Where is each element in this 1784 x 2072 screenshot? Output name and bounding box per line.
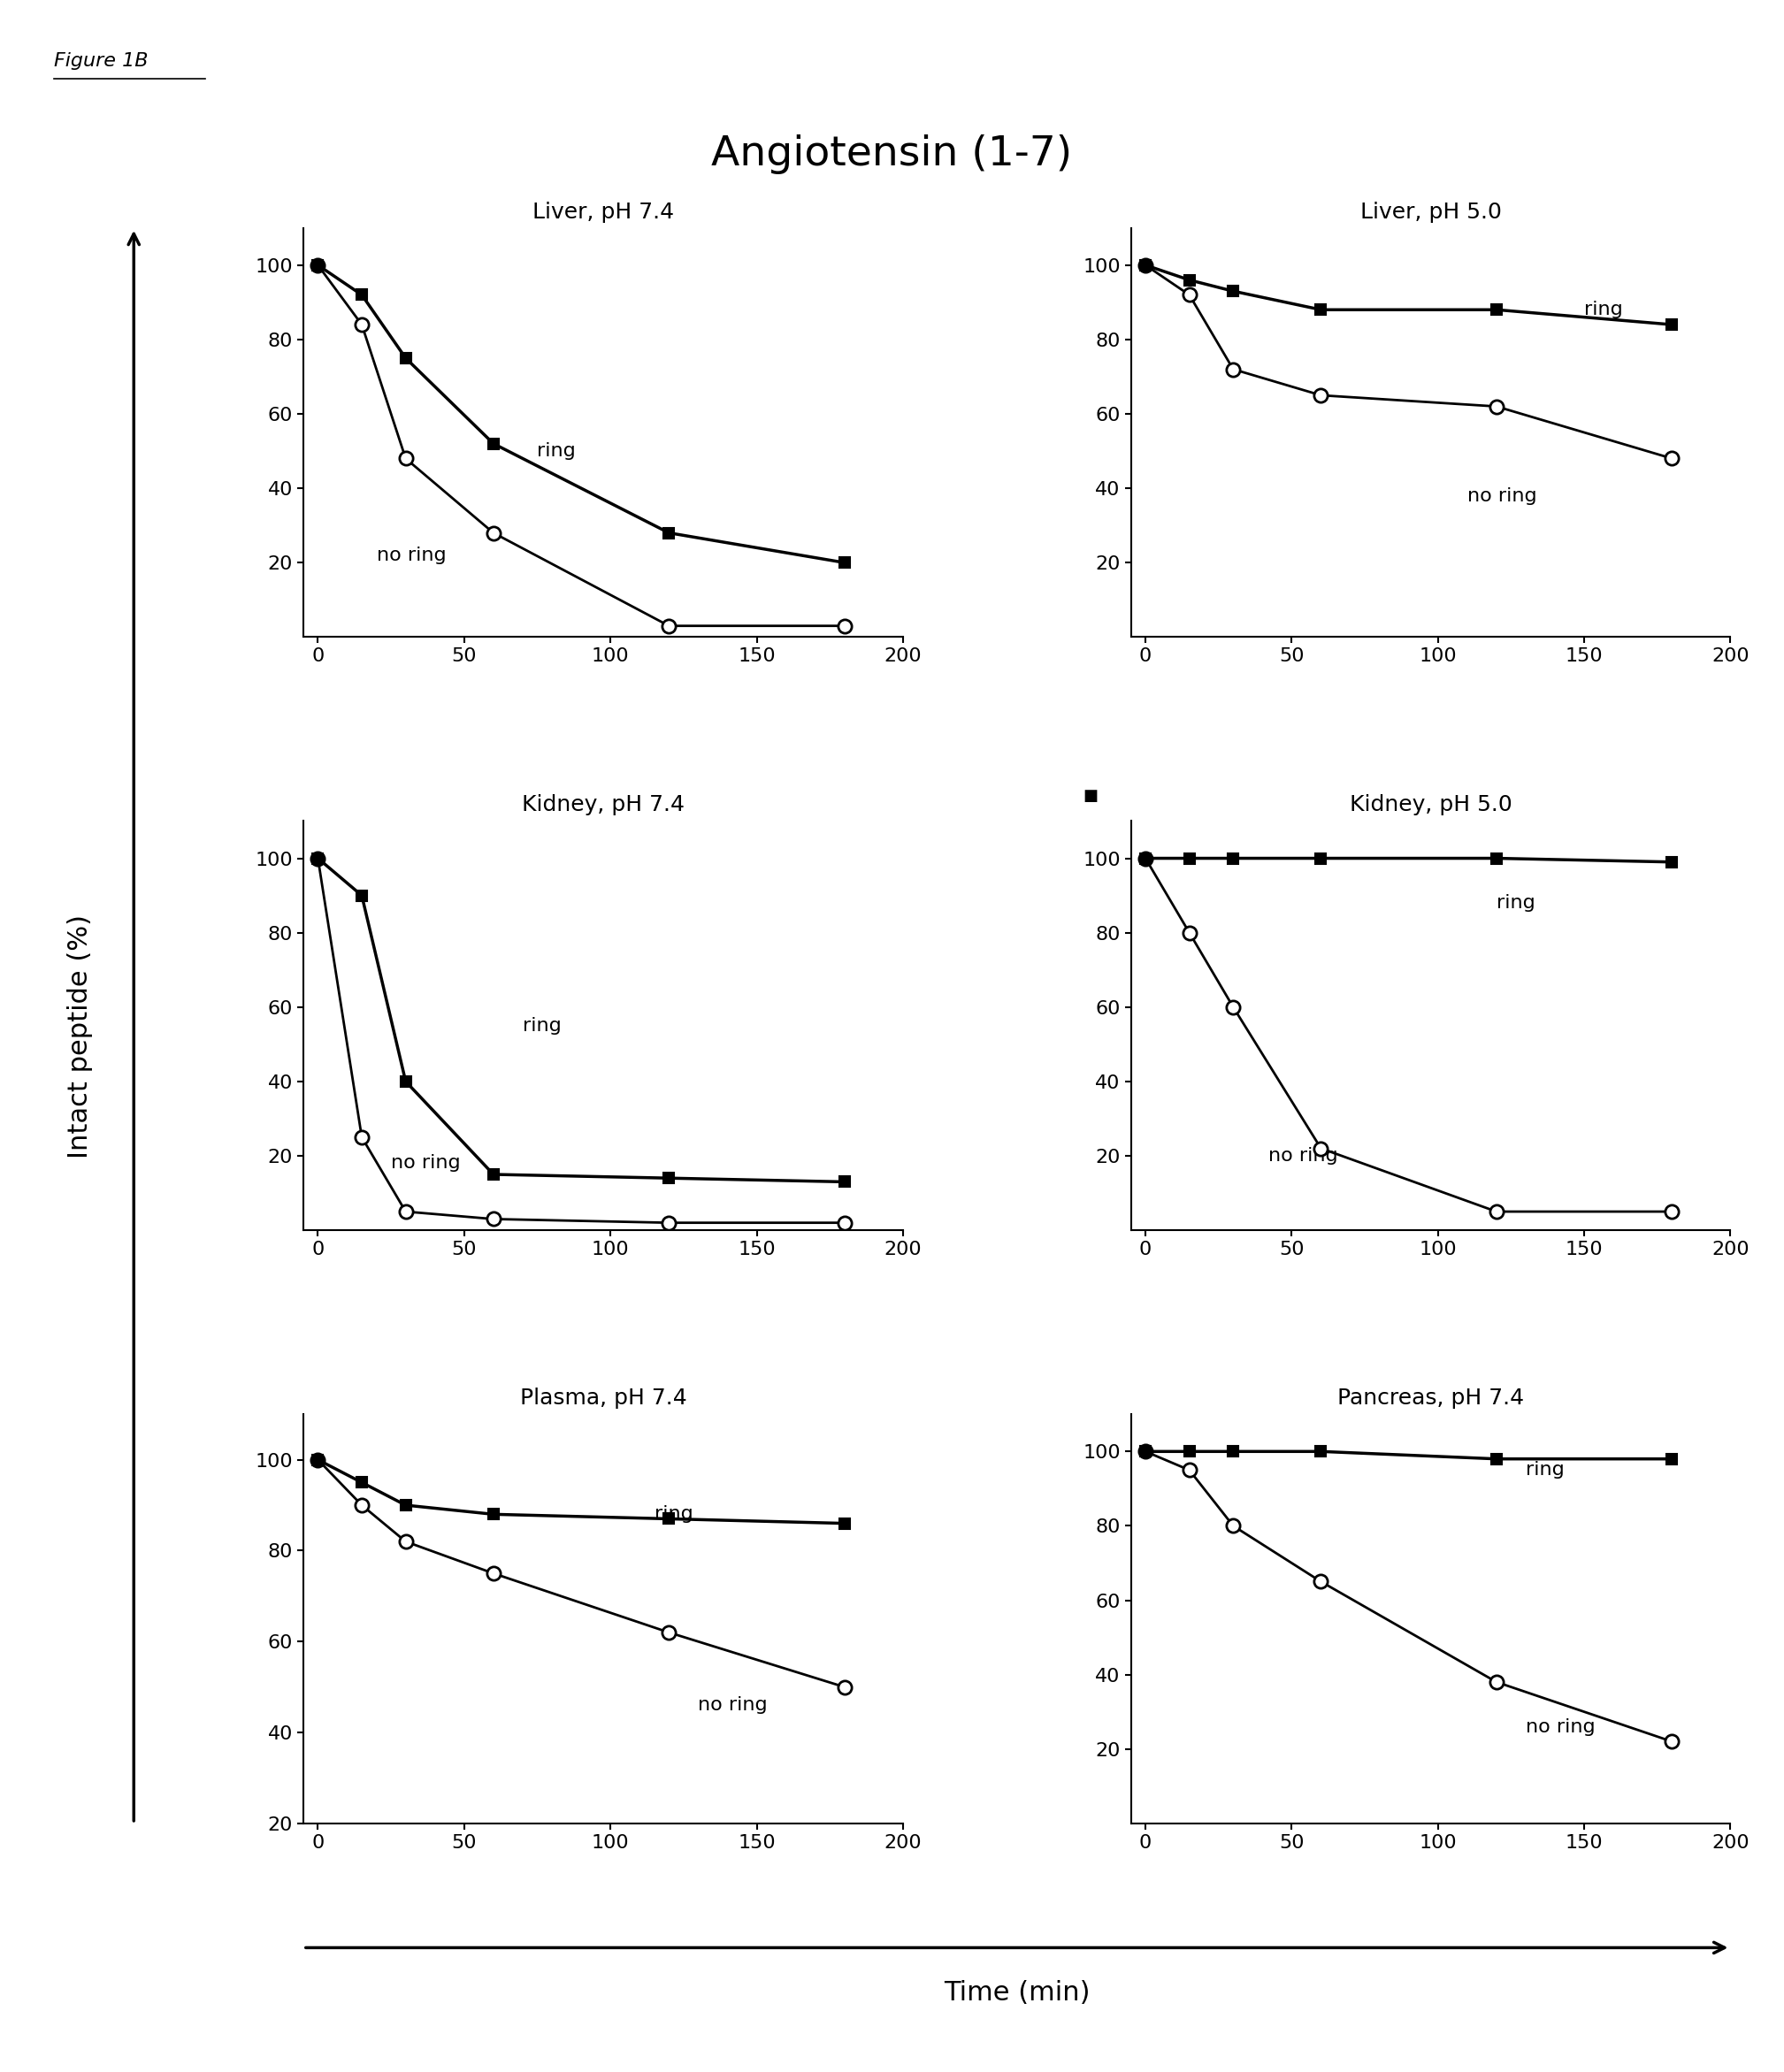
Text: Angiotensin (1-7): Angiotensin (1-7)	[712, 135, 1072, 174]
Text: no ring: no ring	[1268, 1148, 1338, 1164]
Text: Intact peptide (%): Intact peptide (%)	[68, 914, 93, 1158]
Title: Pancreas, pH 7.4: Pancreas, pH 7.4	[1338, 1388, 1524, 1409]
Title: Kidney, pH 5.0: Kidney, pH 5.0	[1349, 794, 1511, 816]
Title: Kidney, pH 7.4: Kidney, pH 7.4	[521, 794, 685, 816]
Title: Liver, pH 5.0: Liver, pH 5.0	[1359, 201, 1502, 222]
Text: ring: ring	[1525, 1461, 1565, 1479]
Text: no ring: no ring	[391, 1154, 460, 1173]
Text: ■: ■	[1083, 787, 1097, 804]
Text: ring: ring	[1584, 300, 1623, 319]
Text: Figure 1B: Figure 1B	[54, 52, 148, 70]
Text: no ring: no ring	[1525, 1718, 1595, 1736]
Title: Plasma, pH 7.4: Plasma, pH 7.4	[519, 1388, 687, 1409]
Text: ring: ring	[537, 441, 576, 460]
Text: no ring: no ring	[1466, 487, 1536, 503]
Text: ring: ring	[523, 1017, 562, 1034]
Text: ring: ring	[655, 1506, 692, 1523]
Text: ring: ring	[1497, 895, 1536, 912]
Text: Time (min): Time (min)	[944, 1981, 1090, 2006]
Text: no ring: no ring	[698, 1697, 767, 1714]
Text: no ring: no ring	[376, 547, 446, 564]
Title: Liver, pH 7.4: Liver, pH 7.4	[532, 201, 674, 222]
